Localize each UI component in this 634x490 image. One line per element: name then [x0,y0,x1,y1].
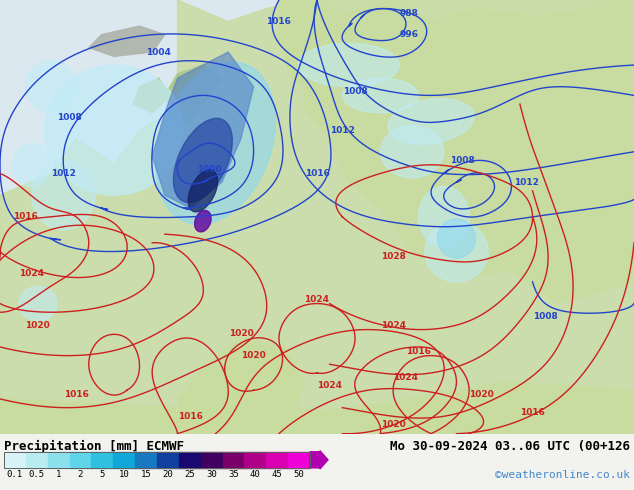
Text: 1016: 1016 [304,169,330,178]
Text: 1020: 1020 [25,321,50,330]
Text: 1008: 1008 [533,312,558,321]
Text: 1024: 1024 [317,381,342,390]
Polygon shape [89,26,165,56]
Text: 5: 5 [100,470,105,479]
Ellipse shape [425,221,488,282]
Bar [4,452,310,468]
Text: 1008: 1008 [450,156,476,165]
Ellipse shape [342,78,418,113]
Polygon shape [304,0,634,304]
Text: 996: 996 [399,30,418,39]
Text: 50: 50 [294,470,304,479]
Ellipse shape [173,118,233,202]
Text: 1012: 1012 [51,169,75,178]
Text: 1020: 1020 [241,351,266,360]
Text: 1012: 1012 [514,178,538,187]
Ellipse shape [298,44,399,87]
Ellipse shape [13,143,51,187]
Text: 1016: 1016 [406,346,431,356]
Text: 1024: 1024 [380,321,406,330]
Ellipse shape [388,98,474,144]
Text: 20: 20 [162,470,173,479]
Text: 1016: 1016 [64,390,89,399]
Bar [113,452,135,468]
Bar [179,452,201,468]
Ellipse shape [380,126,444,178]
Text: 1016: 1016 [520,408,545,416]
Ellipse shape [25,61,76,113]
Text: 988: 988 [399,8,418,18]
Ellipse shape [19,286,57,321]
Ellipse shape [418,187,469,247]
Text: 10: 10 [119,470,129,479]
Ellipse shape [155,62,276,224]
Text: ©weatheronline.co.uk: ©weatheronline.co.uk [495,470,630,480]
Polygon shape [152,52,254,208]
Text: 0.1: 0.1 [7,470,23,479]
Polygon shape [133,78,171,113]
Polygon shape [0,382,634,434]
Text: 35: 35 [228,470,239,479]
Ellipse shape [32,160,95,230]
Bar [4,452,26,468]
Text: 1008: 1008 [57,113,82,122]
Text: 1024: 1024 [19,269,44,278]
Text: 0.5: 0.5 [29,470,45,479]
Text: 30: 30 [206,470,217,479]
Bar [70,452,91,468]
Text: 1012: 1012 [330,125,355,135]
Polygon shape [165,65,222,122]
Polygon shape [0,0,634,434]
Text: 1016: 1016 [178,412,203,421]
Ellipse shape [44,65,184,195]
FancyArrow shape [310,451,328,469]
Text: 25: 25 [184,470,195,479]
Text: 1016: 1016 [13,212,37,221]
Text: 1020: 1020 [469,390,495,399]
Text: 1016: 1016 [266,17,292,26]
Bar [91,452,113,468]
Ellipse shape [437,219,476,258]
Text: Precipitation [mm] ECMWF: Precipitation [mm] ECMWF [4,440,184,453]
Text: 40: 40 [250,470,261,479]
Ellipse shape [195,210,211,232]
Text: 1004: 1004 [146,48,171,56]
Polygon shape [279,0,349,96]
Polygon shape [178,338,304,434]
Text: 2: 2 [78,470,83,479]
Text: 1: 1 [56,470,61,479]
Bar [245,452,266,468]
Text: 1000: 1000 [197,165,221,173]
Bar [201,452,223,468]
Bar [266,452,288,468]
Bar [288,452,310,468]
Text: 1008: 1008 [342,87,368,96]
Bar [26,452,48,468]
Text: 1020: 1020 [380,420,406,429]
Bar [48,452,70,468]
Text: 1024: 1024 [393,373,418,382]
Bar [223,452,245,468]
Text: 15: 15 [141,470,152,479]
Text: 1020: 1020 [228,329,254,338]
Text: 1028: 1028 [380,251,406,261]
Text: Mo 30-09-2024 03..06 UTC (00+126: Mo 30-09-2024 03..06 UTC (00+126 [390,440,630,453]
Bar [157,452,179,468]
Bar [135,452,157,468]
Ellipse shape [188,170,217,212]
Text: 45: 45 [272,470,283,479]
Text: 1024: 1024 [304,294,330,304]
